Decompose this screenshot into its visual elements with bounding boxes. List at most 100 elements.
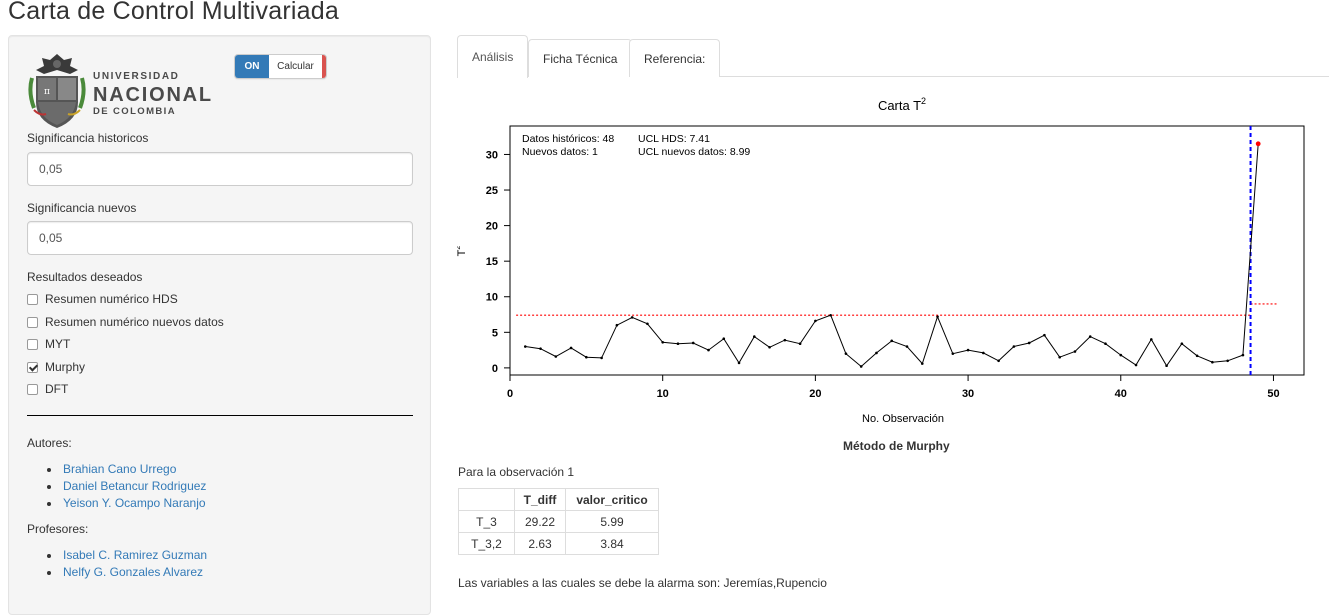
- data-point: [1195, 354, 1199, 358]
- table-cell: 3.84: [565, 532, 659, 555]
- data-point: [615, 323, 619, 327]
- checkbox-dft[interactable]: DFT: [27, 382, 68, 396]
- x-tick-label: 30: [962, 388, 974, 400]
- data-point: [600, 356, 603, 360]
- toggle-on-label[interactable]: ON: [235, 55, 269, 78]
- murphy-title: Método de Murphy: [843, 439, 950, 453]
- table-cell: 2.63: [514, 532, 566, 555]
- data-point: [646, 322, 649, 326]
- data-point: [1119, 353, 1123, 357]
- checkbox-resumen-nuevos[interactable]: Resumen numérico nuevos datos: [27, 315, 224, 329]
- professors-list: Isabel C. Ramirez Guzman Nelfy G. Gonzal…: [45, 547, 207, 581]
- annotation-new: Nuevos datos: 1: [522, 146, 598, 158]
- checkbox-box[interactable]: [27, 293, 38, 305]
- author-link[interactable]: Yeison Y. Ocampo Naranjo: [45, 495, 206, 512]
- data-point: [936, 315, 939, 318]
- annotation-historical: Datos históricos: 48: [522, 133, 614, 145]
- tab-ficha-tecnica[interactable]: Ficha Técnica: [528, 39, 633, 77]
- table-header-cell: valor_critico: [565, 488, 659, 511]
- data-point: [585, 355, 588, 359]
- table-cell: 5.99: [565, 510, 659, 533]
- checkbox-box[interactable]: [27, 338, 38, 350]
- tab-referencia[interactable]: Referencia:: [629, 39, 721, 77]
- data-point: [722, 337, 726, 341]
- data-point: [1073, 350, 1077, 353]
- data-point: [1088, 335, 1092, 338]
- y-tick-label: 0: [492, 363, 498, 375]
- checkbox-label: Resumen numérico HDS: [45, 292, 178, 306]
- y-tick-label: 30: [486, 149, 498, 161]
- data-point: [844, 352, 848, 355]
- checkbox-label: Resumen numérico nuevos datos: [45, 315, 224, 329]
- table-header-cell: [458, 488, 515, 511]
- data-point: [905, 345, 909, 348]
- checkbox-murphy[interactable]: Murphy: [27, 360, 85, 374]
- checkbox-box[interactable]: [27, 383, 38, 395]
- data-point: [1012, 345, 1016, 348]
- table-header-row: T_diff valor_critico: [458, 488, 659, 511]
- tab-analisis[interactable]: Análisis: [457, 35, 529, 78]
- main-tabs: Análisis Ficha Técnica Referencia:: [457, 35, 1329, 78]
- data-point: [1058, 355, 1061, 359]
- chart-title: Carta T2: [878, 96, 926, 113]
- data-point: [691, 341, 695, 345]
- checkbox-label: DFT: [45, 382, 69, 396]
- checkbox-label: Murphy: [45, 360, 86, 374]
- data-point: [539, 347, 542, 350]
- data-point: [1104, 342, 1107, 345]
- data-point: [982, 351, 985, 355]
- calcular-toggle-switch[interactable]: ON Calcular: [234, 54, 327, 79]
- data-point: [768, 345, 771, 349]
- logo-line-1: UNIVERSIDAD: [93, 71, 180, 82]
- y-tick-label: 15: [486, 256, 498, 268]
- sig-hist-input[interactable]: [27, 152, 413, 186]
- data-point: [1150, 338, 1153, 341]
- authors-list: Brahian Cano Urrego Daniel Betancur Rodr…: [45, 461, 206, 512]
- data-point: [798, 342, 802, 345]
- y-tick-label: 10: [486, 292, 498, 304]
- author-link[interactable]: Daniel Betancur Rodriguez: [45, 478, 206, 495]
- data-point: [1027, 341, 1031, 345]
- data-point: [707, 348, 710, 352]
- data-point: [783, 338, 787, 342]
- t2-control-chart: 0 5 10 15 20 25 30 0 10 20 30 40 50 Carta T2 No. Obse…: [457, 96, 1305, 425]
- checkbox-label: MYT: [45, 337, 71, 351]
- table-row: T_3,2 2.63 3.84: [458, 532, 659, 555]
- data-point: [676, 342, 680, 345]
- data-point: [661, 340, 664, 344]
- checkbox-resumen-hds[interactable]: Resumen numérico HDS: [27, 292, 178, 306]
- author-link[interactable]: Brahian Cano Urrego: [45, 461, 206, 478]
- y-tick-label: 25: [486, 185, 498, 197]
- y-axis-label: T2: [457, 246, 468, 257]
- professor-link[interactable]: Nelfy G. Gonzales Alvarez: [45, 564, 207, 581]
- professor-link[interactable]: Isabel C. Ramirez Guzman: [45, 547, 207, 564]
- toggle-calcular-label[interactable]: Calcular: [269, 55, 326, 78]
- x-tick-label: 50: [1267, 388, 1279, 400]
- table-header-cell: T_diff: [514, 488, 566, 511]
- checkbox-myt[interactable]: MYT: [27, 337, 70, 351]
- checkbox-box-checked[interactable]: [27, 361, 38, 373]
- x-tick-label: 10: [657, 388, 669, 400]
- svg-text:π: π: [44, 87, 50, 97]
- checkbox-box[interactable]: [27, 316, 38, 328]
- data-point: [554, 355, 558, 358]
- out-of-control-point: [1255, 141, 1261, 147]
- alarm-text: Las variables a las cuales se debe la al…: [458, 576, 827, 590]
- sidebar-divider: [27, 415, 413, 416]
- data-point: [1180, 342, 1184, 345]
- data-point: [890, 339, 894, 343]
- data-point: [966, 348, 970, 352]
- data-point: [920, 362, 924, 365]
- sig-new-input[interactable]: [27, 221, 413, 255]
- sidebar-panel: π UNIVERSIDAD NACIONAL DE COLOMBIA ON Ca…: [8, 35, 431, 615]
- data-point: [1043, 333, 1046, 337]
- y-tick-label: 20: [486, 221, 498, 233]
- annotation-ucl-hds: UCL HDS: 7.41: [638, 133, 710, 145]
- data-point: [1134, 363, 1138, 367]
- table-cell: T_3: [458, 510, 515, 533]
- data-point: [1165, 364, 1168, 368]
- data-point: [1226, 359, 1229, 363]
- data-point: [859, 365, 863, 368]
- data-point: [523, 345, 527, 348]
- x-tick-label: 20: [809, 388, 821, 400]
